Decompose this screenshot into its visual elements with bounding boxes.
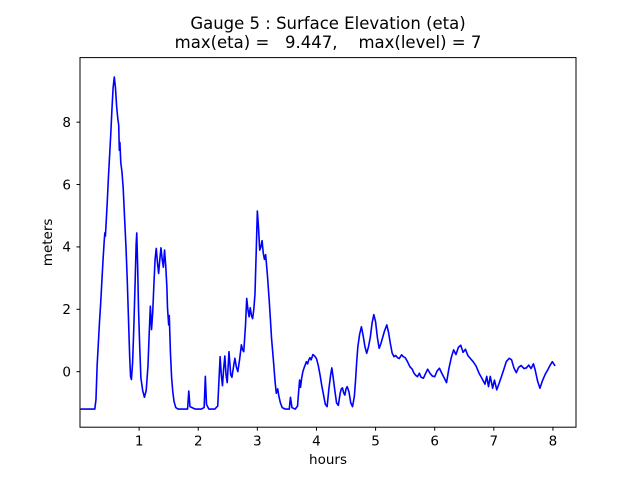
x-tick-label: 8 (549, 434, 558, 450)
y-tick-label: 0 (62, 364, 71, 380)
ticks-layer: 1 2 3 4 5 6 7 8 0 2 4 6 8 (62, 115, 557, 450)
x-tick-label: 5 (371, 434, 380, 450)
chart-title-block: Gauge 5 : Surface Elevation (eta) max(et… (80, 0, 576, 52)
y-tick-label: 8 (62, 115, 71, 131)
data-line-layer (80, 76, 556, 410)
x-tick-label: 1 (135, 434, 144, 450)
x-tick-label: 6 (430, 434, 439, 450)
chart-subtitle: max(eta) = 9.447, max(level) = 7 (174, 33, 482, 52)
x-tick-label: 7 (490, 434, 499, 450)
x-tick-label: 2 (194, 434, 203, 450)
x-axis-label: hours (309, 452, 347, 468)
chart-title: Gauge 5 : Surface Elevation (eta) (190, 14, 466, 33)
axes-frame (79, 57, 577, 428)
y-tick-label: 6 (62, 177, 71, 193)
y-tick-label: 4 (62, 240, 71, 256)
y-axis-label: meters (40, 219, 56, 267)
y-tick-label: 2 (62, 302, 71, 318)
series-line-eta (80, 76, 556, 410)
x-tick-label: 3 (253, 434, 262, 450)
x-tick-label: 4 (312, 434, 321, 450)
